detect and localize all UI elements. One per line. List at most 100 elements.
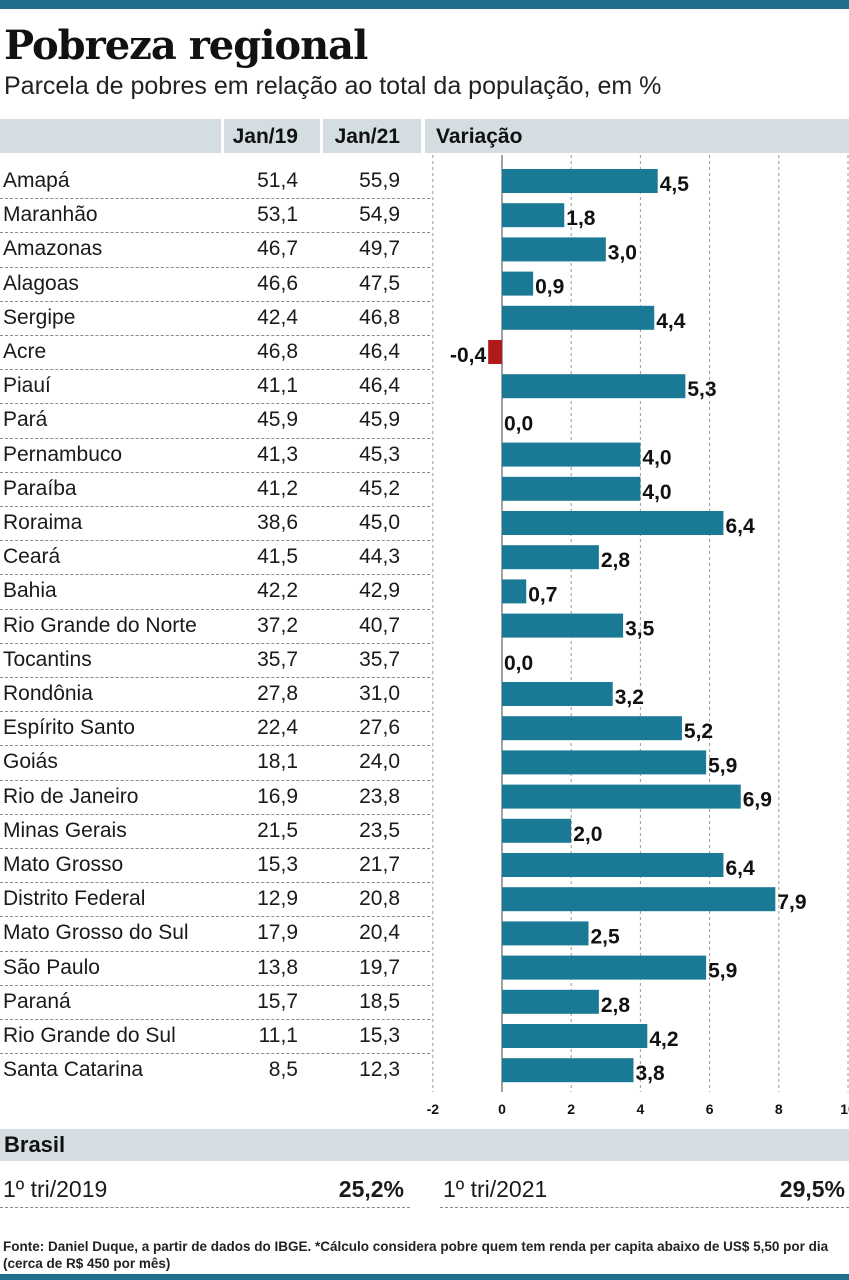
bar-goi-s bbox=[502, 750, 707, 775]
header-cell-jan21 bbox=[323, 119, 421, 153]
state-name: Minas Gerais bbox=[3, 818, 127, 842]
state-name: Bahia bbox=[3, 579, 57, 603]
state-name: Tocantins bbox=[3, 647, 92, 671]
value-jan21: 27,6 bbox=[359, 716, 400, 740]
value-jan21: 54,9 bbox=[359, 203, 400, 227]
data-label: 2,8 bbox=[601, 994, 631, 1017]
table-row: Paraíba 41,2 45,2 bbox=[0, 472, 849, 506]
value-jan21: 12,3 bbox=[359, 1058, 400, 1082]
value-jan21: 31,0 bbox=[359, 682, 400, 705]
row-divider bbox=[0, 300, 430, 302]
bar-maranh-o bbox=[502, 203, 565, 228]
table-row: Espírito Santo 22,4 27,6 bbox=[0, 711, 849, 745]
row-divider bbox=[0, 677, 430, 678]
value-jan19: 42,2 bbox=[257, 579, 298, 603]
brasil-label: Brasil bbox=[4, 1132, 66, 1157]
value-jan19: 21,5 bbox=[257, 818, 298, 842]
table-row: Distrito Federal 12,9 20,8 bbox=[0, 882, 849, 916]
data-label: 0,9 bbox=[535, 276, 564, 299]
table-row: Minas Gerais 21,5 23,5 bbox=[0, 814, 849, 848]
state-name: Acre bbox=[3, 340, 47, 363]
value-jan21: 19,7 bbox=[359, 955, 400, 979]
bar-s-o-paulo bbox=[502, 955, 707, 980]
bar-amap- bbox=[502, 169, 658, 193]
value-jan19: 8,5 bbox=[268, 1058, 298, 1082]
x-tick-label: -2 bbox=[427, 1101, 440, 1117]
table-row: Mato Grosso do Sul 17,9 20,4 bbox=[0, 916, 849, 950]
value-jan19: 16,9 bbox=[257, 784, 298, 808]
value-jan19: 51,4 bbox=[257, 169, 298, 192]
state-name: Paraíba bbox=[3, 476, 77, 500]
state-name: Amazonas bbox=[3, 237, 103, 261]
state-name: Distrito Federal bbox=[3, 887, 146, 911]
row-divider bbox=[0, 471, 430, 473]
value-jan21: 23,5 bbox=[359, 818, 400, 842]
brasil-value-2021: 29,5% bbox=[779, 1176, 845, 1202]
state-name: Rio de Janeiro bbox=[3, 784, 139, 808]
data-label: 2,5 bbox=[591, 925, 621, 948]
data-label: 6,9 bbox=[743, 789, 772, 812]
value-jan21: 20,8 bbox=[359, 887, 400, 911]
table-row: Amapá 51,4 55,9 bbox=[0, 164, 849, 198]
value-jan19: 42,4 bbox=[257, 305, 298, 329]
state-name: Pernambuco bbox=[3, 442, 123, 466]
value-jan21: 20,4 bbox=[359, 921, 400, 945]
bar-amazonas bbox=[502, 237, 606, 262]
value-jan19: 41,3 bbox=[257, 442, 298, 466]
row-divider bbox=[0, 540, 430, 542]
x-tick-label: 10 bbox=[840, 1101, 849, 1117]
bar-mato-grosso bbox=[502, 853, 724, 877]
row-divider bbox=[0, 1053, 430, 1055]
value-jan19: 41,1 bbox=[257, 374, 298, 398]
bar-rio-grande-do-sul bbox=[502, 1024, 648, 1048]
brasil-period-2019: 1º tri/2019 bbox=[3, 1176, 108, 1202]
table-row: Mato Grosso 15,3 21,7 bbox=[0, 848, 849, 882]
state-name: Ceará bbox=[3, 545, 61, 569]
variation-bar-chart: 4,5 1,8 3,0 0,9 4,4 -0,4 5,3 0,0 4,0 4,0 6,4 2,8 0,7… bbox=[427, 155, 849, 1117]
row-divider bbox=[0, 437, 430, 439]
value-jan19: 22,4 bbox=[257, 716, 298, 740]
state-name: Mato Grosso bbox=[3, 853, 124, 876]
data-label: 0,0 bbox=[504, 652, 533, 675]
value-jan19: 12,9 bbox=[257, 887, 298, 911]
x-tick-label: 0 bbox=[498, 1101, 506, 1117]
brasil-value-2019: 25,2% bbox=[338, 1176, 404, 1202]
value-jan19: 37,2 bbox=[257, 613, 298, 637]
value-jan21: 45,2 bbox=[359, 476, 400, 500]
table-row: Amazonas 46,7 49,7 bbox=[0, 232, 849, 266]
bar-santa-catarina bbox=[502, 1058, 634, 1083]
state-name: Pará bbox=[3, 408, 48, 432]
data-label: -0,4 bbox=[450, 344, 487, 367]
row-divider bbox=[0, 506, 430, 507]
table-row: Paraná 15,7 18,5 bbox=[0, 985, 849, 1019]
table-row: Piauí 41,1 46,4 bbox=[0, 369, 849, 403]
header-jan21: Jan/21 bbox=[334, 125, 400, 148]
value-jan21: 42,9 bbox=[359, 579, 400, 603]
header-jan19: Jan/19 bbox=[232, 125, 298, 148]
bar-alagoas bbox=[502, 271, 534, 296]
header-cell-names bbox=[0, 119, 221, 153]
value-jan19: 27,8 bbox=[257, 682, 298, 705]
bar-pernambuco bbox=[502, 442, 641, 467]
table-row: Maranhão 53,1 54,9 bbox=[0, 198, 849, 232]
row-divider bbox=[0, 335, 430, 336]
brasil-divider-left bbox=[0, 1207, 410, 1208]
value-jan19: 38,6 bbox=[257, 511, 298, 534]
value-jan21: 45,9 bbox=[359, 408, 400, 432]
row-divider bbox=[0, 984, 430, 986]
row-divider bbox=[0, 711, 430, 713]
data-label: 0,7 bbox=[528, 583, 557, 606]
value-jan21: 24,0 bbox=[359, 750, 400, 774]
value-jan19: 46,6 bbox=[257, 271, 298, 295]
state-name: Rondônia bbox=[3, 682, 93, 705]
bar-rio-grande-do-norte bbox=[502, 613, 624, 638]
data-label: 3,5 bbox=[625, 618, 655, 641]
value-jan21: 46,4 bbox=[359, 374, 400, 398]
bar-bahia bbox=[502, 579, 527, 604]
chart-subtitle: Parcela de pobres em relação ao total da… bbox=[4, 72, 662, 100]
value-jan19: 41,5 bbox=[257, 545, 298, 569]
value-jan21: 18,5 bbox=[359, 989, 400, 1013]
state-name: Alagoas bbox=[3, 271, 79, 295]
row-divider bbox=[0, 779, 430, 781]
data-label: 2,8 bbox=[601, 549, 631, 572]
